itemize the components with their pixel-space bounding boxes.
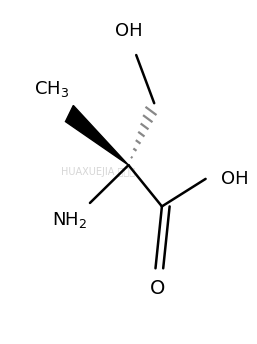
Text: O: O <box>150 279 166 299</box>
Polygon shape <box>66 106 128 165</box>
Text: OH: OH <box>115 22 142 40</box>
Text: OH: OH <box>221 170 249 188</box>
Text: NH$_2$: NH$_2$ <box>52 210 87 230</box>
Text: CH$_3$: CH$_3$ <box>34 79 69 99</box>
Text: HUAXUEJIA 化学加: HUAXUEJIA 化学加 <box>61 167 135 177</box>
